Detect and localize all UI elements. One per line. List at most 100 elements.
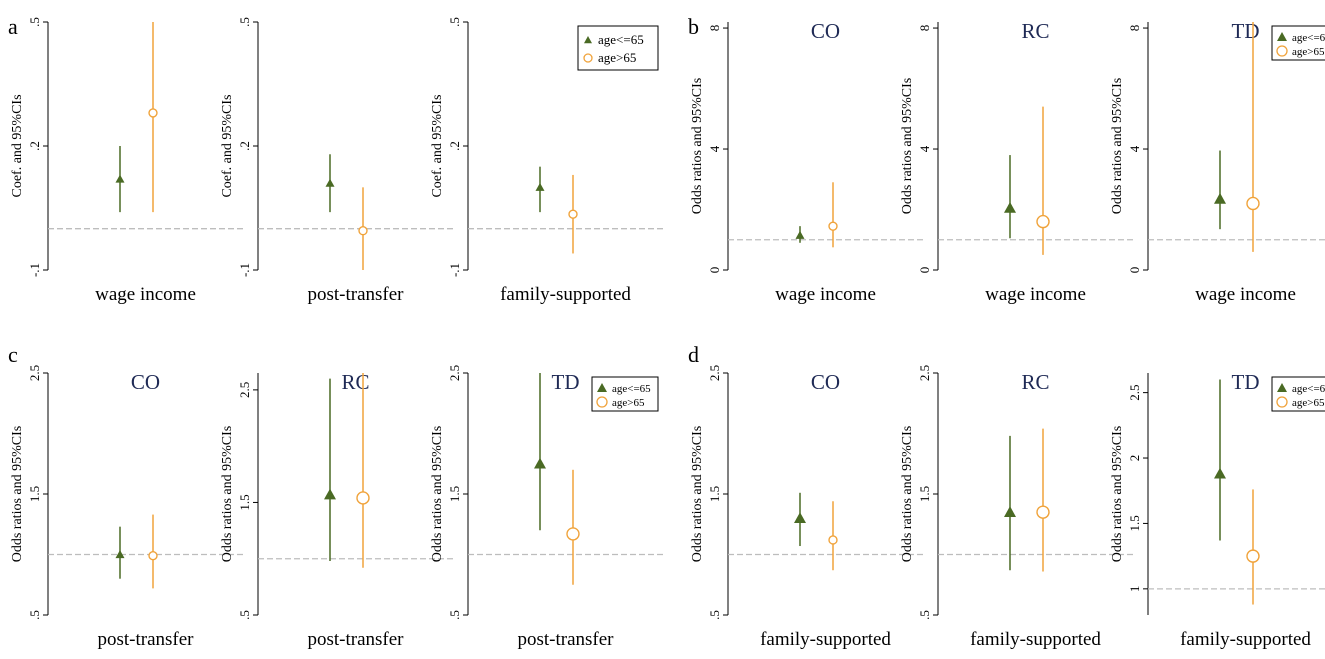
- y-axis-title: Odds ratios and 95%CIs: [1110, 426, 1125, 563]
- y-axis-title: Odds ratios and 95%CIs: [1110, 78, 1125, 215]
- chart-a3: -.1 .2 .5 Coef. and 95%CIs family-supported a…: [430, 17, 663, 305]
- point-marker-old: [1036, 214, 1050, 229]
- chart-title: RC: [1021, 19, 1049, 43]
- chart-c2: .5 1.5 2.5 Odds ratios and 95%CIs post-trans…: [220, 370, 453, 650]
- chart-c1: .5 1.5 2.5 Odds ratios and 95%CIs post-trans…: [10, 365, 243, 650]
- legend-label-old: age>65: [1292, 46, 1325, 58]
- x-axis-title: family-supported: [1180, 629, 1311, 650]
- panel-label-a: a: [8, 14, 18, 39]
- x-axis-title: wage income: [1195, 284, 1296, 305]
- chart-title: CO: [811, 370, 840, 394]
- point-marker-old: [828, 535, 838, 545]
- y-tick-label: .5: [917, 610, 932, 620]
- point-marker-young: [795, 230, 805, 239]
- point-marker-old: [1246, 196, 1260, 211]
- y-tick-label: 8: [1127, 25, 1142, 32]
- legend-marker-old: [1276, 396, 1288, 408]
- chart-d1: .5 1.5 2.5 Odds ratios and 95%CIs family-sup…: [690, 365, 923, 650]
- chart-title: CO: [131, 370, 160, 394]
- y-axis-title: Coef. and 95%CIs: [220, 94, 235, 197]
- point-marker-young: [1214, 467, 1226, 479]
- point-marker-young: [1004, 506, 1016, 517]
- legend-marker-old: [1276, 45, 1288, 57]
- chart-a2: -.1 .2 .5 Coef. and 95%CIs post-transfer: [220, 17, 453, 305]
- point-marker-old: [1036, 505, 1050, 519]
- y-tick-label: 2.5: [447, 365, 462, 381]
- legend-label-young: age<=65: [1292, 383, 1325, 395]
- x-axis-title: post-transfer: [97, 629, 194, 650]
- point-marker-young: [325, 178, 335, 187]
- legend-marker-old: [596, 396, 608, 408]
- point-marker-young: [1004, 202, 1016, 213]
- point-marker-old: [568, 209, 578, 219]
- chart-title: RC: [1021, 370, 1049, 394]
- chart-b1: 0 4 8 Odds ratios and 95%CIs wage income CO: [690, 19, 923, 305]
- chart-title: RC: [341, 370, 369, 394]
- chart-title: TD: [1232, 370, 1260, 394]
- x-axis-title: wage income: [775, 284, 876, 305]
- point-marker-old: [358, 226, 368, 236]
- panel-label-b: b: [688, 14, 699, 39]
- y-axis-title: Odds ratios and 95%CIs: [220, 426, 235, 563]
- legend-label-young: age<=65: [612, 383, 651, 395]
- y-tick-label: 0: [707, 267, 722, 274]
- y-tick-label: .2: [237, 141, 252, 151]
- y-axis-title: Odds ratios and 95%CIs: [10, 426, 25, 563]
- x-axis-title: post-transfer: [307, 629, 404, 650]
- chart-c3: .5 1.5 2.5 Odds ratios and 95%CIs post-trans…: [430, 365, 663, 650]
- y-tick-label: .2: [447, 141, 462, 151]
- y-tick-label: 1: [1127, 586, 1142, 593]
- legend-marker-old: [583, 53, 593, 63]
- chart-title: CO: [811, 19, 840, 43]
- chart-d3: 1 1.5 2 2.5 Odds ratios and 95%CIs family-sup…: [1110, 370, 1325, 650]
- legend-label-young: age<=65: [1292, 32, 1325, 44]
- y-axis-title: Odds ratios and 95%CIs: [900, 78, 915, 215]
- legend-label-old: age>65: [612, 397, 645, 409]
- y-tick-label: 8: [917, 25, 932, 32]
- y-tick-label: 1.5: [237, 494, 252, 510]
- y-tick-label: .5: [237, 610, 252, 620]
- y-tick-label: .5: [707, 610, 722, 620]
- y-tick-label: .5: [27, 17, 42, 27]
- legend-marker-young: [1277, 383, 1287, 392]
- y-tick-label: 1.5: [707, 486, 722, 502]
- x-axis-title: family-supported: [970, 629, 1101, 650]
- y-tick-label: .5: [447, 610, 462, 620]
- y-tick-label: 2.5: [1127, 384, 1142, 400]
- chart-title: TD: [1232, 19, 1260, 43]
- point-marker-old: [566, 527, 580, 541]
- y-tick-label: 2.5: [707, 365, 722, 381]
- legend-label-young: age<=65: [598, 32, 644, 47]
- y-tick-label: 2.5: [917, 365, 932, 381]
- y-axis-title: Coef. and 95%CIs: [430, 94, 445, 197]
- legend-label-old: age>65: [1292, 397, 1325, 409]
- y-tick-label: 1.5: [27, 486, 42, 502]
- point-marker-old: [148, 551, 158, 561]
- x-axis-title: post-transfer: [517, 629, 614, 650]
- point-marker-old: [828, 221, 838, 231]
- y-axis-title: Odds ratios and 95%CIs: [430, 426, 445, 563]
- x-axis-title: family-supported: [500, 284, 631, 305]
- chart-a1: -.1 .2 .5 Coef. and 95%CIs wage income: [10, 17, 243, 305]
- legend-label-old: age>65: [598, 50, 636, 65]
- point-marker-young: [115, 550, 125, 559]
- chart-b3: 0 4 8 Odds ratios and 95%CIs wage income TD ag…: [1110, 19, 1325, 305]
- point-marker-old: [148, 108, 158, 118]
- y-tick-label: 4: [707, 145, 722, 152]
- point-marker-young: [1214, 192, 1226, 204]
- y-axis-title: Odds ratios and 95%CIs: [900, 426, 915, 563]
- y-axis-title: Coef. and 95%CIs: [10, 94, 25, 197]
- y-tick-label: 4: [917, 145, 932, 152]
- y-tick-label: 2.5: [27, 365, 42, 381]
- point-marker-young: [794, 512, 806, 523]
- chart-title: TD: [552, 370, 580, 394]
- y-tick-label: 1.5: [1127, 515, 1142, 531]
- chart-d2: .5 1.5 2.5 Odds ratios and 95%CIs family-sup…: [900, 365, 1133, 650]
- y-tick-label: 2: [1127, 455, 1142, 462]
- legend-marker-young: [597, 383, 607, 392]
- point-marker-young: [324, 488, 336, 500]
- y-tick-label: 0: [917, 267, 932, 274]
- panel-label-c: c: [8, 342, 18, 367]
- x-axis-title: wage income: [985, 284, 1086, 305]
